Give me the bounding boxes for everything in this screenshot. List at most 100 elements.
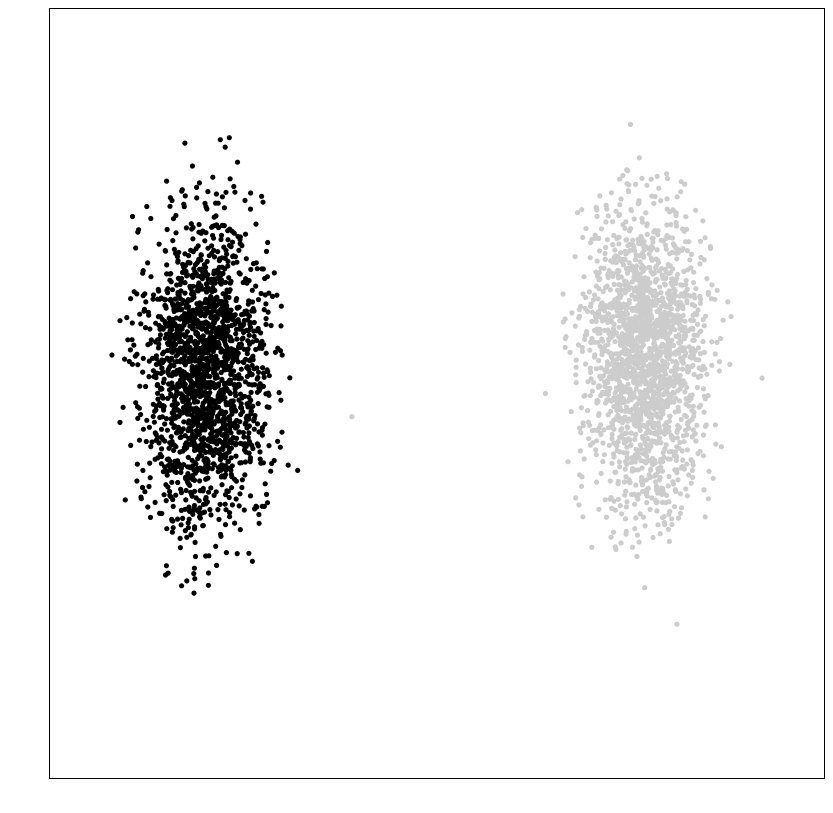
scatter-point [234, 259, 240, 265]
scatter-point [177, 281, 183, 287]
scatter-point [680, 457, 686, 463]
scatter-point [617, 295, 623, 301]
scatter-point [573, 372, 579, 378]
scatter-point [169, 197, 175, 204]
scatter-point [251, 319, 257, 326]
scatter-point [606, 442, 612, 448]
scatter-point [633, 446, 639, 452]
scatter-point [630, 354, 636, 360]
scatter-point [650, 245, 656, 251]
scatter-point [618, 427, 624, 433]
scatter-point [700, 432, 707, 438]
scatter-point [614, 287, 621, 293]
scatter-point [192, 444, 198, 450]
scatter-point [246, 423, 252, 429]
scatter-point [690, 325, 696, 331]
scatter-point [663, 442, 669, 448]
scatter-point [219, 277, 225, 283]
scatter-point [690, 280, 697, 286]
scatter-point [188, 508, 194, 514]
scatter-point [636, 155, 643, 161]
scatter-point [178, 490, 184, 496]
scatter-point [672, 409, 678, 415]
scatter-point [644, 287, 650, 293]
scatter-point [625, 425, 631, 431]
scatter-point [266, 443, 272, 449]
scatter-point [137, 383, 143, 389]
scatter-point [542, 390, 549, 397]
scatter-point [196, 509, 202, 515]
scatter-point [249, 558, 255, 564]
scatter-point [148, 444, 154, 450]
scatter-point [643, 447, 649, 453]
scatter-point [651, 406, 657, 412]
scatter-point [658, 312, 664, 318]
scatter-point [662, 376, 668, 382]
scatter-point [170, 238, 176, 244]
scatter-point [604, 363, 610, 369]
scatter-point [642, 387, 648, 393]
scatter-point [149, 355, 156, 361]
scatter-point [276, 390, 282, 396]
scatter-point [685, 363, 691, 370]
scatter-point [210, 174, 216, 180]
scatter-point [642, 306, 648, 312]
scatter-point [666, 320, 672, 326]
scatter-point [218, 331, 224, 337]
scatter-point [681, 293, 687, 299]
scatter-point [697, 238, 704, 244]
scatter-point [176, 408, 182, 414]
scatter-point [654, 247, 660, 253]
scatter-point [682, 389, 688, 395]
scatter-point [139, 484, 146, 491]
scatter-point [637, 427, 643, 434]
scatter-point [628, 267, 634, 273]
scatter-point [712, 351, 718, 357]
scatter-point [691, 371, 697, 378]
scatter-point [609, 436, 615, 442]
scatter-point [178, 522, 184, 528]
scatter-point [246, 394, 252, 400]
scatter-point [157, 314, 164, 320]
scatter-point [695, 345, 702, 351]
scatter-point [142, 325, 149, 331]
scatter-point [220, 319, 226, 325]
scatter-point [149, 439, 155, 445]
scatter-point [177, 331, 183, 337]
scatter-point [658, 290, 664, 296]
scatter-point [170, 416, 176, 422]
scatter-point [597, 248, 603, 254]
scatter-point [565, 459, 571, 465]
scatter-point [185, 420, 191, 426]
scatter-point [674, 276, 680, 282]
scatter-point [190, 274, 196, 280]
scatter-point [207, 406, 213, 412]
scatter-point [216, 437, 222, 443]
scatter-point [248, 266, 254, 272]
scatter-point [682, 412, 688, 418]
scatter-point [709, 282, 715, 288]
scatter-point [153, 407, 159, 413]
scatter-point [668, 399, 674, 405]
scatter-point [650, 327, 656, 334]
scatter-point [196, 387, 202, 393]
scatter-point [712, 422, 719, 428]
scatter-point [239, 395, 245, 401]
scatter-point [143, 438, 149, 445]
scatter-point [213, 191, 219, 197]
scatter-point [653, 265, 659, 271]
scatter-point [579, 348, 586, 354]
scatter-point [645, 436, 651, 442]
scatter-point [245, 434, 251, 441]
scatter-point [596, 358, 602, 364]
scatter-point [600, 458, 606, 465]
scatter-point [640, 435, 646, 441]
scatter-point [189, 163, 195, 169]
scatter-point [639, 215, 645, 221]
scatter-point [632, 526, 638, 532]
scatter-point [256, 511, 262, 518]
scatter-point [613, 208, 619, 214]
scatter-point [246, 332, 252, 338]
scatter-point [155, 390, 161, 396]
scatter-point [145, 260, 151, 266]
